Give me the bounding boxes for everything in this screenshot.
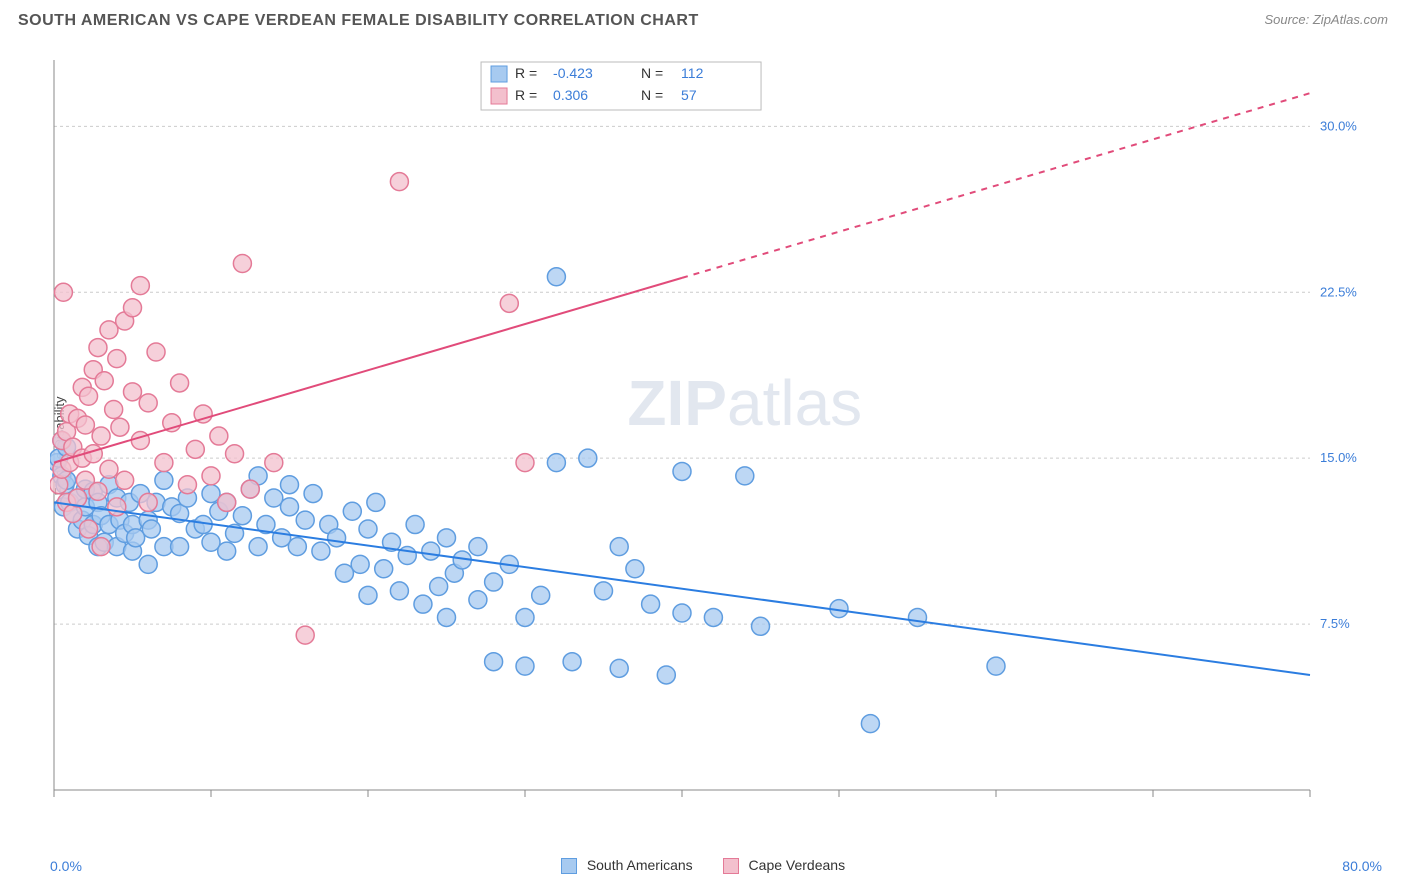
swatch-icon — [561, 858, 577, 874]
svg-text:N =: N = — [641, 65, 663, 81]
svg-text:ZIPatlas: ZIPatlas — [627, 367, 862, 439]
svg-text:30.0%: 30.0% — [1320, 118, 1357, 133]
bottom-legend: South Americans Cape Verdeans — [0, 857, 1406, 874]
svg-text:N =: N = — [641, 87, 663, 103]
svg-text:112: 112 — [681, 65, 704, 81]
scatter-chart: 7.5% 15.0% 22.5% 30.0% ZIPatlas R = -0.423 N = 1… — [50, 50, 1370, 820]
svg-text:R =: R = — [515, 65, 537, 81]
svg-text:15.0%: 15.0% — [1320, 450, 1357, 465]
legend-item-south-americans: South Americans — [561, 857, 693, 874]
svg-text:57: 57 — [681, 87, 697, 103]
chart-title: SOUTH AMERICAN VS CAPE VERDEAN FEMALE DI… — [18, 12, 699, 30]
svg-text:0.306: 0.306 — [553, 87, 588, 103]
source-label: Source: ZipAtlas.com — [1264, 12, 1388, 27]
svg-text:22.5%: 22.5% — [1320, 284, 1357, 299]
chart-area: 7.5% 15.0% 22.5% 30.0% ZIPatlas R = -0.423 N = 1… — [50, 50, 1386, 832]
swatch-icon — [723, 858, 739, 874]
svg-text:7.5%: 7.5% — [1320, 616, 1350, 631]
x-axis-max-label: 80.0% — [1342, 858, 1382, 874]
svg-text:R =: R = — [515, 87, 537, 103]
legend-item-cape-verdeans: Cape Verdeans — [723, 857, 845, 874]
svg-text:-0.423: -0.423 — [553, 65, 593, 81]
